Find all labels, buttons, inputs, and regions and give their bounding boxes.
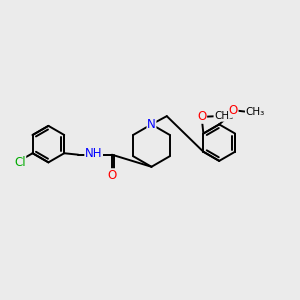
Text: NH: NH	[85, 147, 102, 160]
Text: N: N	[147, 118, 156, 131]
Text: O: O	[107, 169, 117, 182]
Text: Cl: Cl	[14, 156, 26, 169]
Text: O: O	[197, 110, 206, 123]
Text: CH₃: CH₃	[214, 111, 233, 121]
Text: CH₃: CH₃	[245, 107, 265, 117]
Text: O: O	[229, 104, 238, 117]
